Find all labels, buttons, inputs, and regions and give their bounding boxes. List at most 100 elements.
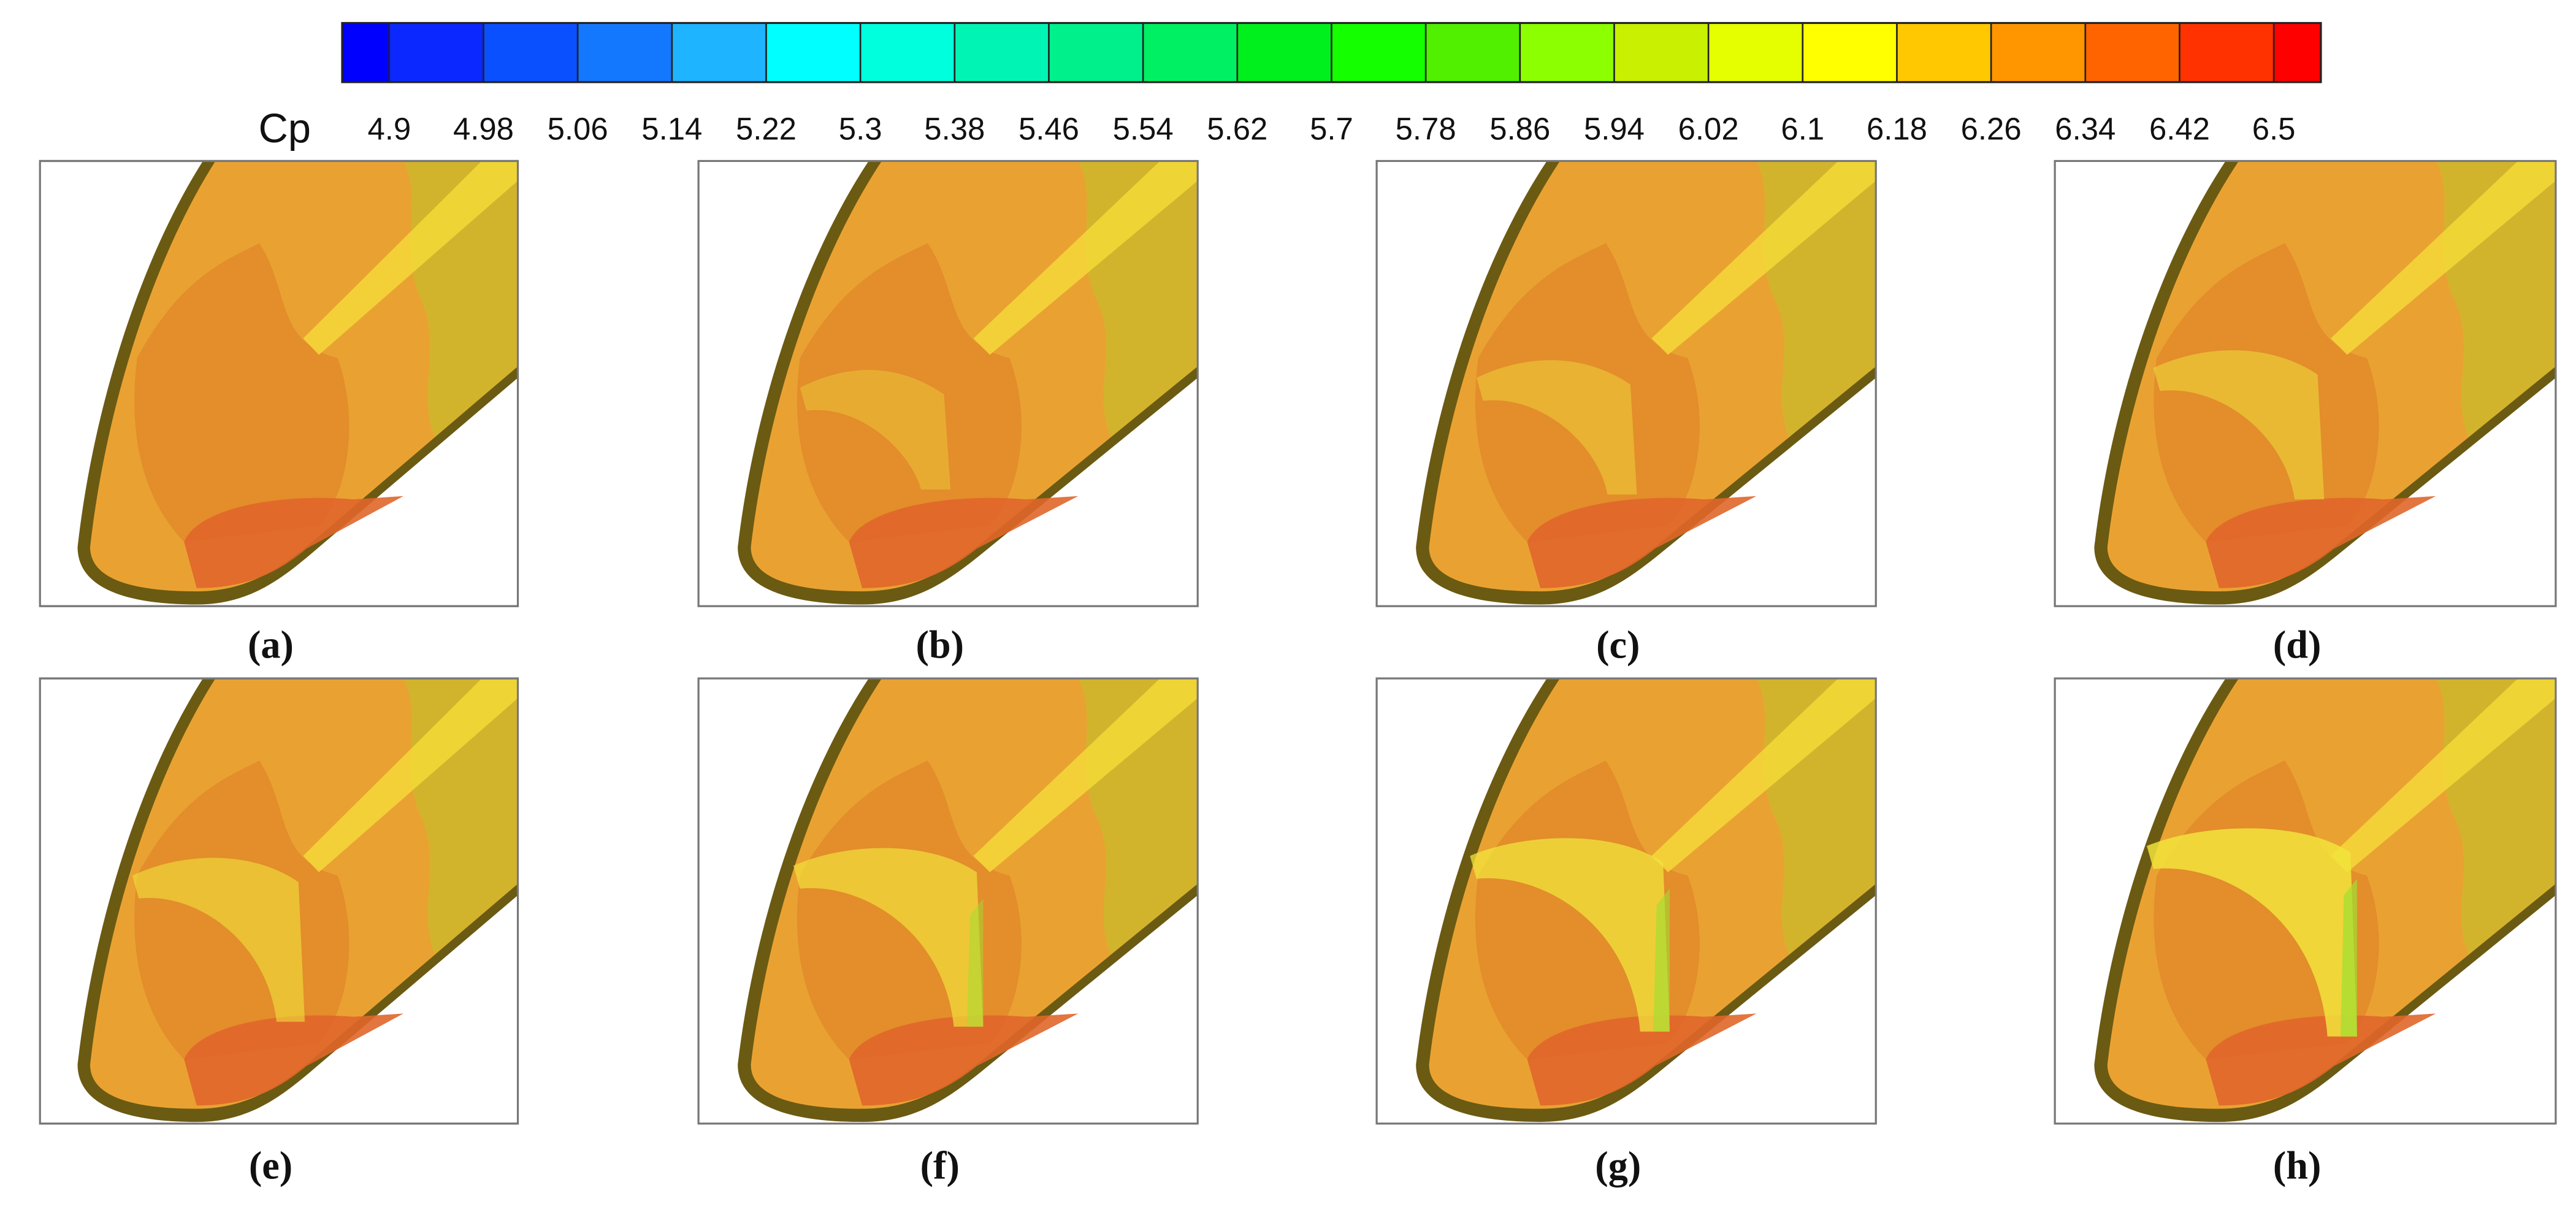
colorbar-tick-label: 4.98 — [453, 112, 514, 147]
colorbar-segment — [766, 23, 861, 82]
colorbar-tick-label: 5.3 — [839, 112, 882, 147]
colorbar-tick-label: 5.14 — [641, 112, 702, 147]
panel-label: (g) — [1595, 1143, 1641, 1187]
colorbar-segment — [860, 23, 955, 82]
panel — [39, 677, 519, 1125]
yellow-zone — [132, 858, 305, 1022]
panel-image — [1416, 161, 1876, 605]
body-red — [2206, 1013, 2436, 1106]
yellow-zone — [2147, 828, 2357, 1037]
body-highlight — [1651, 161, 1876, 355]
panel-image — [77, 161, 518, 605]
colorbar-segment — [1519, 23, 1615, 82]
panel — [1375, 677, 1877, 1125]
body-highlight — [1651, 678, 1876, 873]
body-red — [184, 496, 404, 588]
body-highlight — [303, 161, 518, 355]
panel — [39, 159, 519, 607]
colorbar-segment — [1991, 23, 2085, 82]
body-highlight — [303, 678, 518, 873]
colorbar-segment — [671, 23, 766, 82]
panel-image — [738, 678, 1198, 1123]
colorbar-segment — [1802, 23, 1897, 82]
colorbar-segment — [1237, 23, 1332, 82]
colorbar-tick-label: 5.22 — [736, 112, 797, 147]
panel-label: (a) — [248, 623, 294, 667]
panel-label: (h) — [2273, 1143, 2322, 1187]
panel-image — [2094, 678, 2556, 1123]
panel — [2054, 159, 2557, 607]
body-red — [2206, 496, 2436, 588]
panel-frame — [2054, 677, 2557, 1125]
colorbar-tick-label: 5.54 — [1113, 112, 1174, 147]
body-red — [849, 1013, 1079, 1106]
yellow-zone — [1470, 838, 1670, 1032]
green-edge — [2341, 878, 2357, 1037]
colorbar-segment — [578, 23, 672, 82]
body-shade — [797, 243, 1022, 542]
panel-label: (d) — [2273, 623, 2322, 667]
yellow-zone — [1476, 360, 1637, 495]
body-highlight — [2331, 161, 2556, 355]
body-red — [1527, 496, 1757, 588]
body-highlight — [973, 678, 1198, 873]
colorbar-segment — [389, 23, 484, 82]
panel — [697, 159, 1199, 607]
body-red — [184, 1013, 404, 1106]
body-red — [1527, 1013, 1757, 1106]
panel-frame — [39, 159, 519, 607]
panel-label: (c) — [1596, 623, 1640, 667]
panel — [697, 677, 1199, 1125]
colorbar-segment — [1426, 23, 1520, 82]
colorbar-tick-label: 6.5 — [2252, 112, 2296, 147]
colorbar-tick-label: 6.02 — [1678, 112, 1739, 147]
colorbar-tick-label: 6.34 — [2055, 112, 2115, 147]
colorbar-segment — [1708, 23, 1803, 82]
colorbar-tick-label: 5.62 — [1207, 112, 1267, 147]
colorbar-tick-label: 6.42 — [2149, 112, 2210, 147]
yellow-zone — [2153, 350, 2325, 500]
body-red — [849, 496, 1079, 588]
colorbar-segment — [954, 23, 1049, 82]
panel-frame — [1375, 159, 1877, 607]
panel-frame — [2054, 159, 2557, 607]
panel-image — [738, 161, 1198, 605]
body-shade — [134, 243, 350, 542]
colorbar-label: Cp — [258, 106, 311, 152]
colorbar-tick-label: 6.26 — [1961, 112, 2022, 147]
panel — [1375, 159, 1877, 607]
panel-frame — [39, 677, 519, 1125]
colorbar-segment — [342, 23, 389, 82]
colorbar-segment — [2085, 23, 2180, 82]
colorbar-tick-label: 6.1 — [1781, 112, 1824, 147]
colorbar-tick-label: 6.18 — [1867, 112, 1927, 147]
colorbar-segment — [1614, 23, 1709, 82]
colorbar-tick-label: 5.46 — [1019, 112, 1079, 147]
panel-label: (f) — [920, 1143, 960, 1187]
green-edge — [1653, 888, 1670, 1032]
body-highlight — [973, 161, 1198, 355]
green-edge — [966, 898, 984, 1027]
colorbar-segment — [1331, 23, 1426, 82]
panel-frame — [697, 677, 1199, 1125]
colorbar-tick-label: 5.06 — [548, 112, 608, 147]
colorbar-segment — [483, 23, 578, 82]
colorbar-segment — [2274, 23, 2321, 82]
colorbar-tick-label: 4.9 — [367, 112, 411, 147]
panel-frame — [1375, 677, 1877, 1125]
colorbar-tick-label: 5.78 — [1396, 112, 1456, 147]
body-highlight — [2331, 678, 2556, 873]
yellow-zone — [793, 848, 984, 1027]
colorbar-tick-label: 5.86 — [1489, 112, 1550, 147]
colorbar-segment — [1049, 23, 1144, 82]
colorbar-segment — [1143, 23, 1237, 82]
colorbar-tick-label: 5.38 — [924, 112, 985, 147]
panel-frame — [697, 159, 1199, 607]
panel — [2054, 677, 2557, 1125]
panel-image — [1416, 678, 1876, 1123]
body-shade — [1475, 243, 1700, 542]
colorbar-segment — [1897, 23, 1992, 82]
panel-image — [77, 678, 518, 1123]
panel-label: (b) — [915, 623, 964, 667]
